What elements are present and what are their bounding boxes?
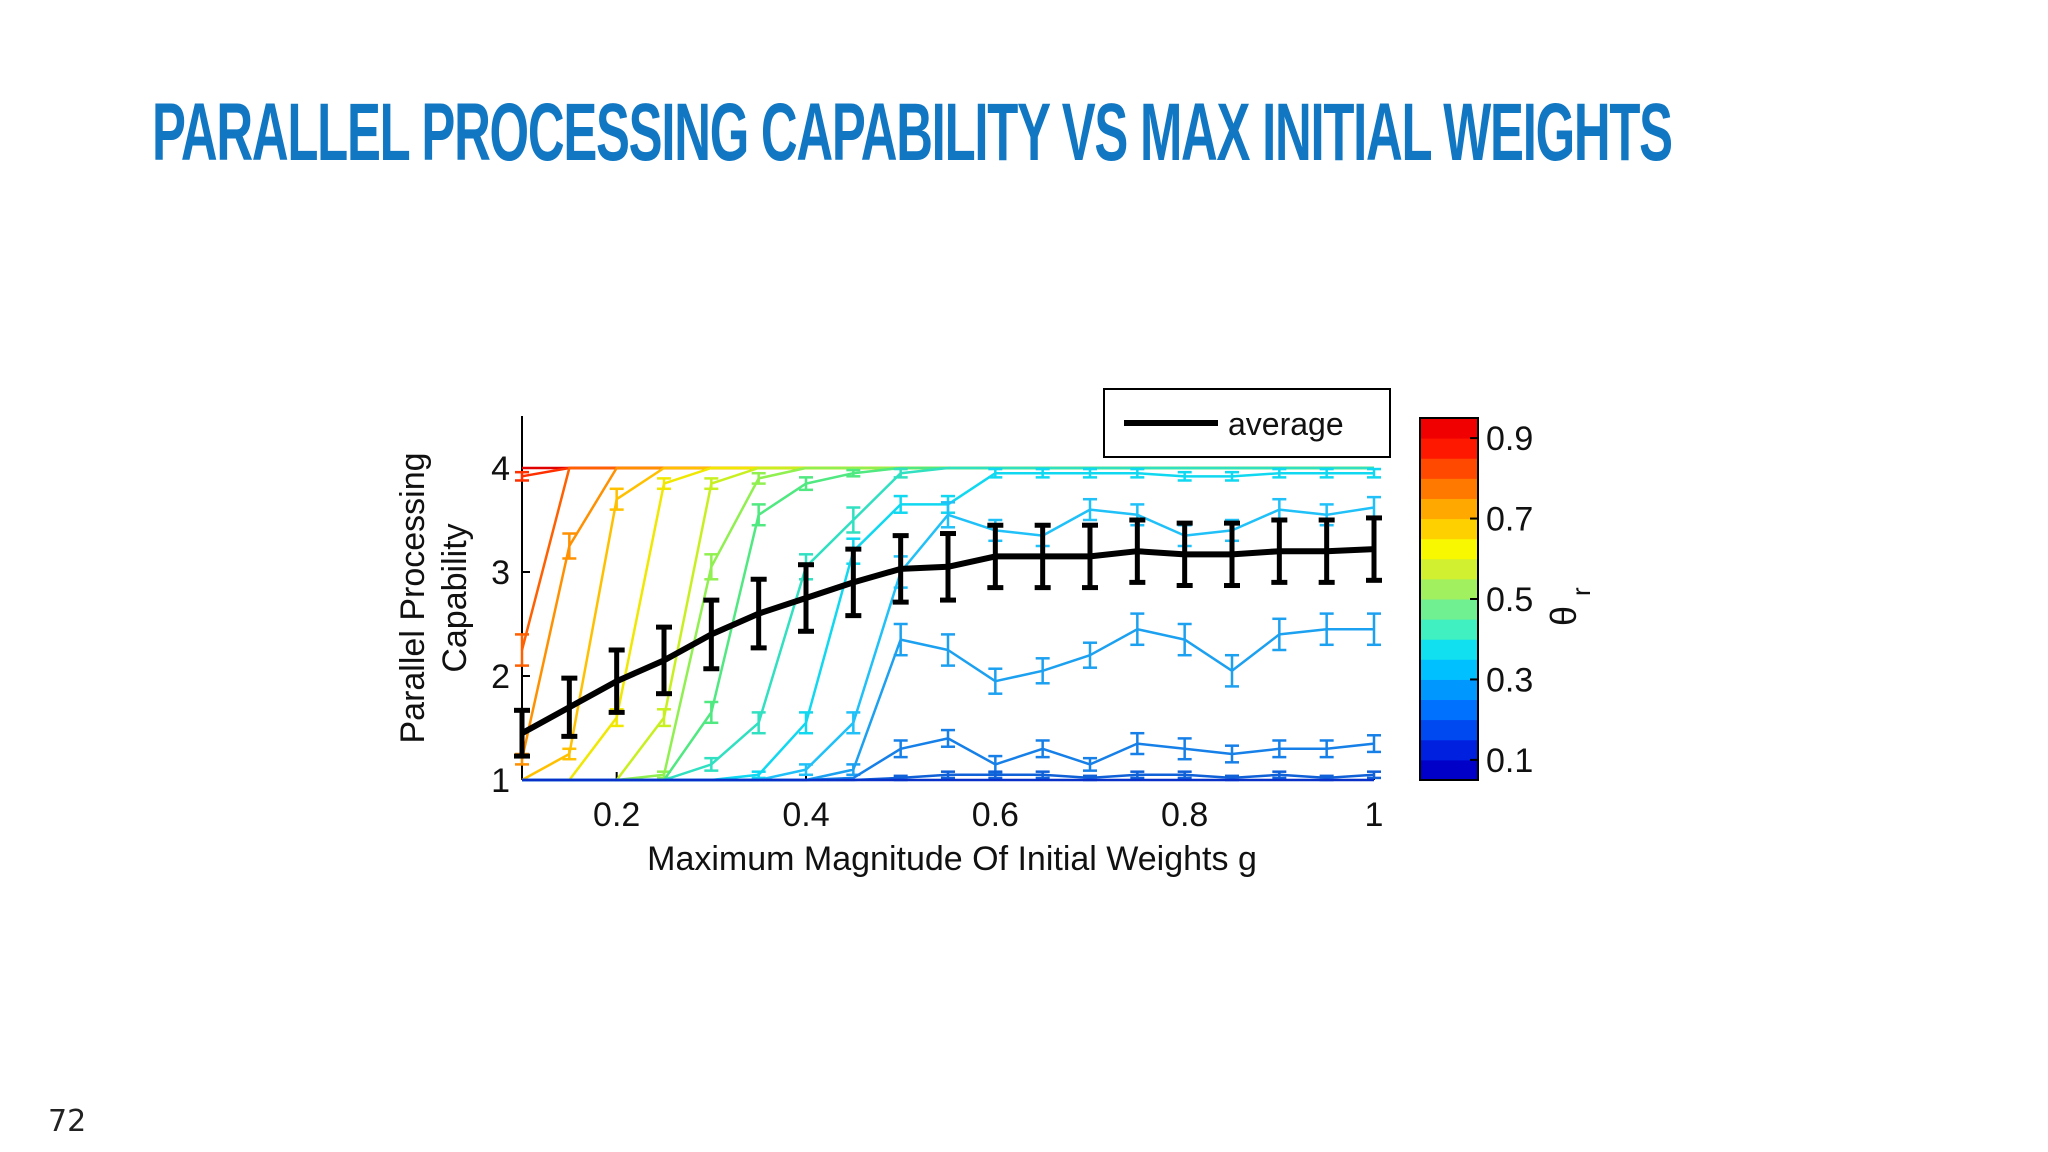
x-tick-label: 0.2 <box>593 796 640 834</box>
colorbar-label: θ r <box>1543 587 1596 626</box>
chart-axes: 1 2 3 4 0.2 0.4 0.6 0.8 1 <box>491 416 1383 834</box>
colorbar-tick-label: 0.3 <box>1486 661 1533 699</box>
colorbar-tick-label: 0.9 <box>1486 420 1533 458</box>
colorbar-label-subscript: r <box>1566 587 1596 596</box>
colorbar-segment <box>1420 639 1478 660</box>
y-tick-label: 1 <box>491 762 510 800</box>
colorbar-tick-label: 0.5 <box>1486 581 1533 619</box>
y-tick-label: 3 <box>491 554 510 592</box>
colorbar-segment <box>1420 739 1478 761</box>
x-tick-label: 1 <box>1365 796 1384 834</box>
legend-label-average: average <box>1228 406 1344 442</box>
chart-legend: average <box>1103 388 1391 458</box>
colorbar-tick-label: 0.1 <box>1486 742 1533 780</box>
colorbar: 0.1 0.3 0.5 0.7 0.9 <box>1419 417 1533 781</box>
y-tick-label: 2 <box>491 658 510 696</box>
colorbar-segment <box>1420 659 1478 680</box>
colorbar-segment <box>1420 498 1478 520</box>
y-axis-label-line1: Parallel Processing <box>394 452 432 743</box>
page-number: 72 <box>48 1104 87 1139</box>
colorbar-segment <box>1420 418 1478 439</box>
x-axis-label: Maximum Magnitude Of Initial Weights g <box>647 840 1257 878</box>
y-tick-label: 4 <box>491 450 510 488</box>
x-tick-label: 0.8 <box>1161 796 1208 834</box>
y-axis-label-line2: Capability <box>436 523 474 672</box>
colorbar-label-theta: θ <box>1543 606 1584 626</box>
colorbar-segment <box>1420 478 1478 499</box>
colorbar-segment <box>1420 458 1478 479</box>
colorbar-tick-label: 0.7 <box>1486 501 1533 539</box>
colorbar-segment <box>1420 578 1478 600</box>
colorbar-segment <box>1420 679 1478 701</box>
colorbar-segment <box>1420 558 1478 580</box>
colorbar-segment <box>1420 699 1478 721</box>
colorbar-segment <box>1420 719 1478 741</box>
chart-series <box>515 466 1381 782</box>
colorbar-segment <box>1420 759 1478 781</box>
colorbar-segment <box>1420 518 1478 540</box>
colorbar-segment <box>1420 538 1478 560</box>
colorbar-segment <box>1420 619 1478 640</box>
average-series <box>514 515 1382 759</box>
x-tick-label: 0.4 <box>782 796 829 834</box>
x-tick-label: 0.6 <box>972 796 1019 834</box>
colorbar-segment <box>1420 438 1478 459</box>
colorbar-segment <box>1420 599 1478 620</box>
